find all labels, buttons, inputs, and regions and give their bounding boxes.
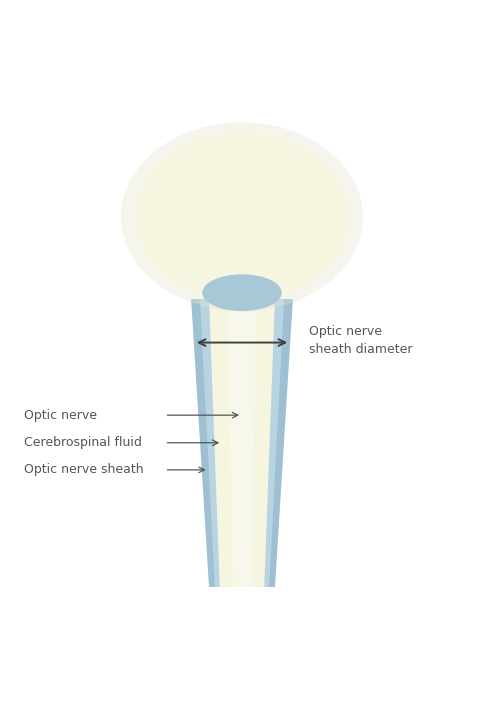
Text: Optic nerve sheath: Optic nerve sheath	[24, 463, 144, 477]
Text: Optic nerve: Optic nerve	[24, 408, 97, 421]
Ellipse shape	[136, 132, 348, 301]
Text: Optic nerve
sheath diameter: Optic nerve sheath diameter	[309, 325, 413, 356]
Ellipse shape	[202, 275, 282, 311]
Polygon shape	[209, 299, 275, 587]
Polygon shape	[269, 299, 293, 587]
Text: Cerebrospinal fluid: Cerebrospinal fluid	[24, 436, 142, 449]
Polygon shape	[191, 299, 293, 587]
Polygon shape	[191, 299, 215, 587]
Polygon shape	[227, 299, 257, 587]
Ellipse shape	[121, 122, 363, 311]
